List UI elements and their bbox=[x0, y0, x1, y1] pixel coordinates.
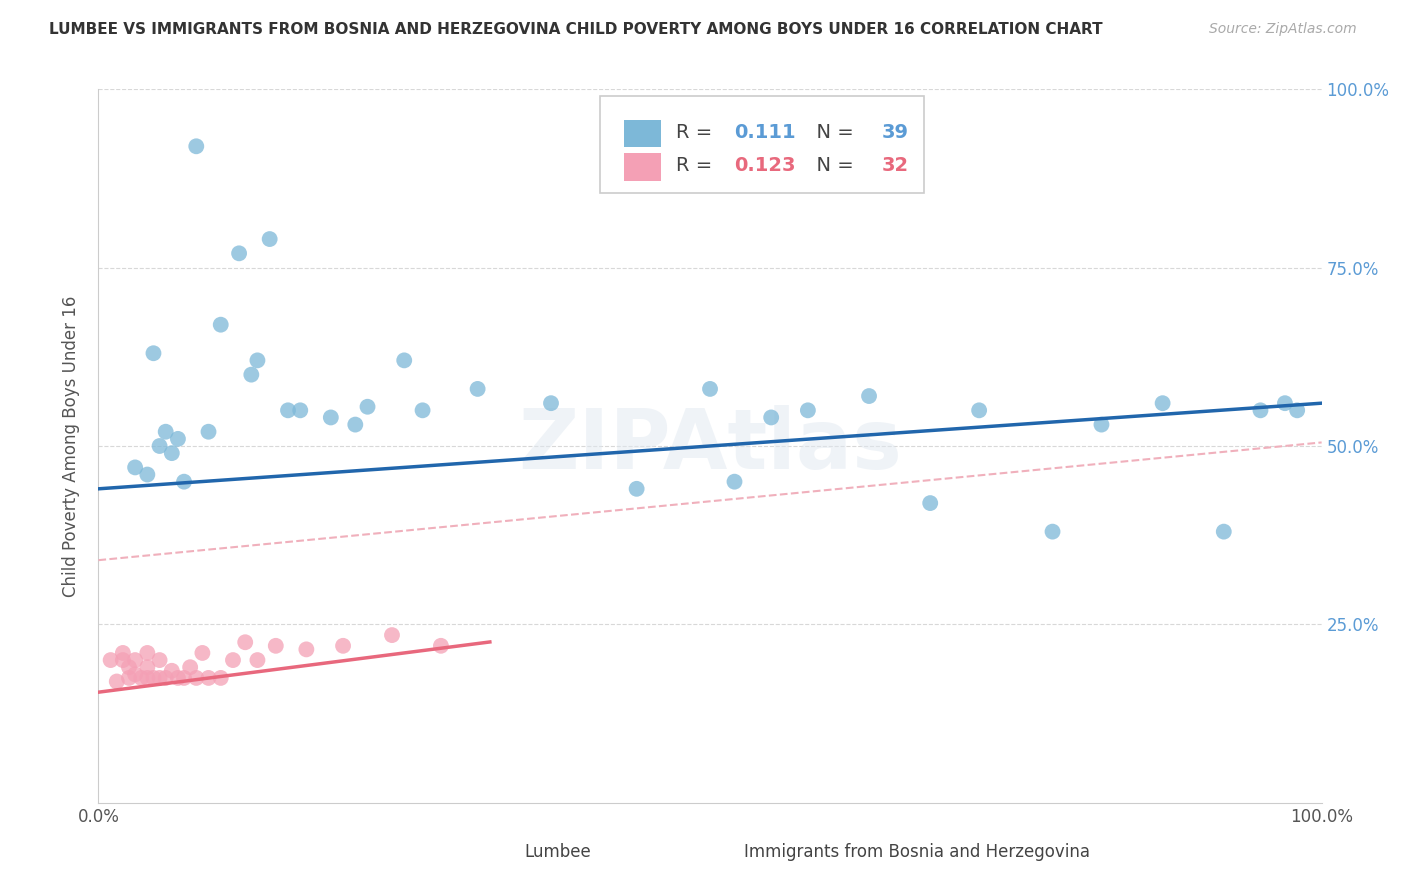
FancyBboxPatch shape bbox=[600, 96, 924, 193]
Point bbox=[167, 432, 190, 446]
Point bbox=[222, 653, 245, 667]
Point bbox=[142, 346, 165, 360]
Point bbox=[699, 382, 721, 396]
Point bbox=[197, 425, 219, 439]
Point bbox=[186, 139, 208, 153]
Text: N =: N = bbox=[804, 122, 860, 142]
Point bbox=[124, 460, 146, 475]
Point bbox=[290, 403, 312, 417]
Point bbox=[540, 396, 562, 410]
Point bbox=[1286, 403, 1309, 417]
Point bbox=[412, 403, 434, 417]
Text: ZIPAtlas: ZIPAtlas bbox=[517, 406, 903, 486]
Point bbox=[1152, 396, 1174, 410]
Point bbox=[155, 671, 177, 685]
Point bbox=[381, 628, 404, 642]
Point bbox=[295, 642, 318, 657]
Point bbox=[967, 403, 990, 417]
Point bbox=[149, 653, 172, 667]
Point bbox=[111, 646, 134, 660]
Point bbox=[233, 635, 256, 649]
Point bbox=[228, 246, 250, 260]
Point bbox=[797, 403, 820, 417]
Text: 0.123: 0.123 bbox=[734, 156, 796, 175]
Point bbox=[149, 439, 172, 453]
Point bbox=[259, 232, 281, 246]
Point bbox=[160, 446, 183, 460]
Point bbox=[761, 410, 783, 425]
Point bbox=[344, 417, 367, 432]
Point bbox=[197, 671, 219, 685]
Text: 39: 39 bbox=[882, 122, 908, 142]
Point bbox=[136, 646, 159, 660]
Point bbox=[191, 646, 214, 660]
Point bbox=[240, 368, 263, 382]
FancyBboxPatch shape bbox=[624, 120, 661, 147]
Point bbox=[626, 482, 648, 496]
Point bbox=[920, 496, 942, 510]
Text: 32: 32 bbox=[882, 156, 908, 175]
Text: Lumbee: Lumbee bbox=[524, 843, 591, 861]
Point bbox=[179, 660, 201, 674]
Point bbox=[264, 639, 287, 653]
Text: Source: ZipAtlas.com: Source: ZipAtlas.com bbox=[1209, 22, 1357, 37]
Point bbox=[356, 400, 378, 414]
Point bbox=[319, 410, 342, 425]
Text: R =: R = bbox=[676, 156, 718, 175]
Point bbox=[1042, 524, 1064, 539]
Point bbox=[142, 671, 165, 685]
Text: 0.111: 0.111 bbox=[734, 122, 796, 142]
Text: Immigrants from Bosnia and Herzegovina: Immigrants from Bosnia and Herzegovina bbox=[744, 843, 1090, 861]
FancyBboxPatch shape bbox=[624, 153, 661, 180]
Point bbox=[155, 425, 177, 439]
FancyBboxPatch shape bbox=[710, 843, 737, 865]
Point bbox=[173, 671, 195, 685]
Point bbox=[118, 671, 141, 685]
Point bbox=[392, 353, 416, 368]
Point bbox=[186, 671, 208, 685]
Point bbox=[118, 660, 141, 674]
Point bbox=[1274, 396, 1296, 410]
FancyBboxPatch shape bbox=[489, 843, 517, 865]
Point bbox=[209, 318, 232, 332]
Point bbox=[105, 674, 128, 689]
Point bbox=[111, 653, 134, 667]
Point bbox=[129, 671, 152, 685]
Point bbox=[136, 467, 159, 482]
Point bbox=[246, 353, 269, 368]
Point bbox=[1249, 403, 1271, 417]
Point bbox=[160, 664, 183, 678]
Point bbox=[246, 653, 269, 667]
Point bbox=[209, 671, 232, 685]
Point bbox=[277, 403, 299, 417]
Point bbox=[467, 382, 489, 396]
Point bbox=[136, 660, 159, 674]
Point bbox=[332, 639, 354, 653]
Point bbox=[124, 653, 146, 667]
Text: R =: R = bbox=[676, 122, 718, 142]
Point bbox=[100, 653, 122, 667]
Text: N =: N = bbox=[804, 156, 860, 175]
Point bbox=[136, 671, 159, 685]
Point bbox=[167, 671, 190, 685]
Text: LUMBEE VS IMMIGRANTS FROM BOSNIA AND HERZEGOVINA CHILD POVERTY AMONG BOYS UNDER : LUMBEE VS IMMIGRANTS FROM BOSNIA AND HER… bbox=[49, 22, 1102, 37]
Point bbox=[124, 667, 146, 681]
Point bbox=[149, 671, 172, 685]
Point bbox=[858, 389, 880, 403]
Point bbox=[723, 475, 745, 489]
Point bbox=[1212, 524, 1234, 539]
Point bbox=[430, 639, 453, 653]
Point bbox=[1090, 417, 1112, 432]
Y-axis label: Child Poverty Among Boys Under 16: Child Poverty Among Boys Under 16 bbox=[62, 295, 80, 597]
Point bbox=[173, 475, 195, 489]
